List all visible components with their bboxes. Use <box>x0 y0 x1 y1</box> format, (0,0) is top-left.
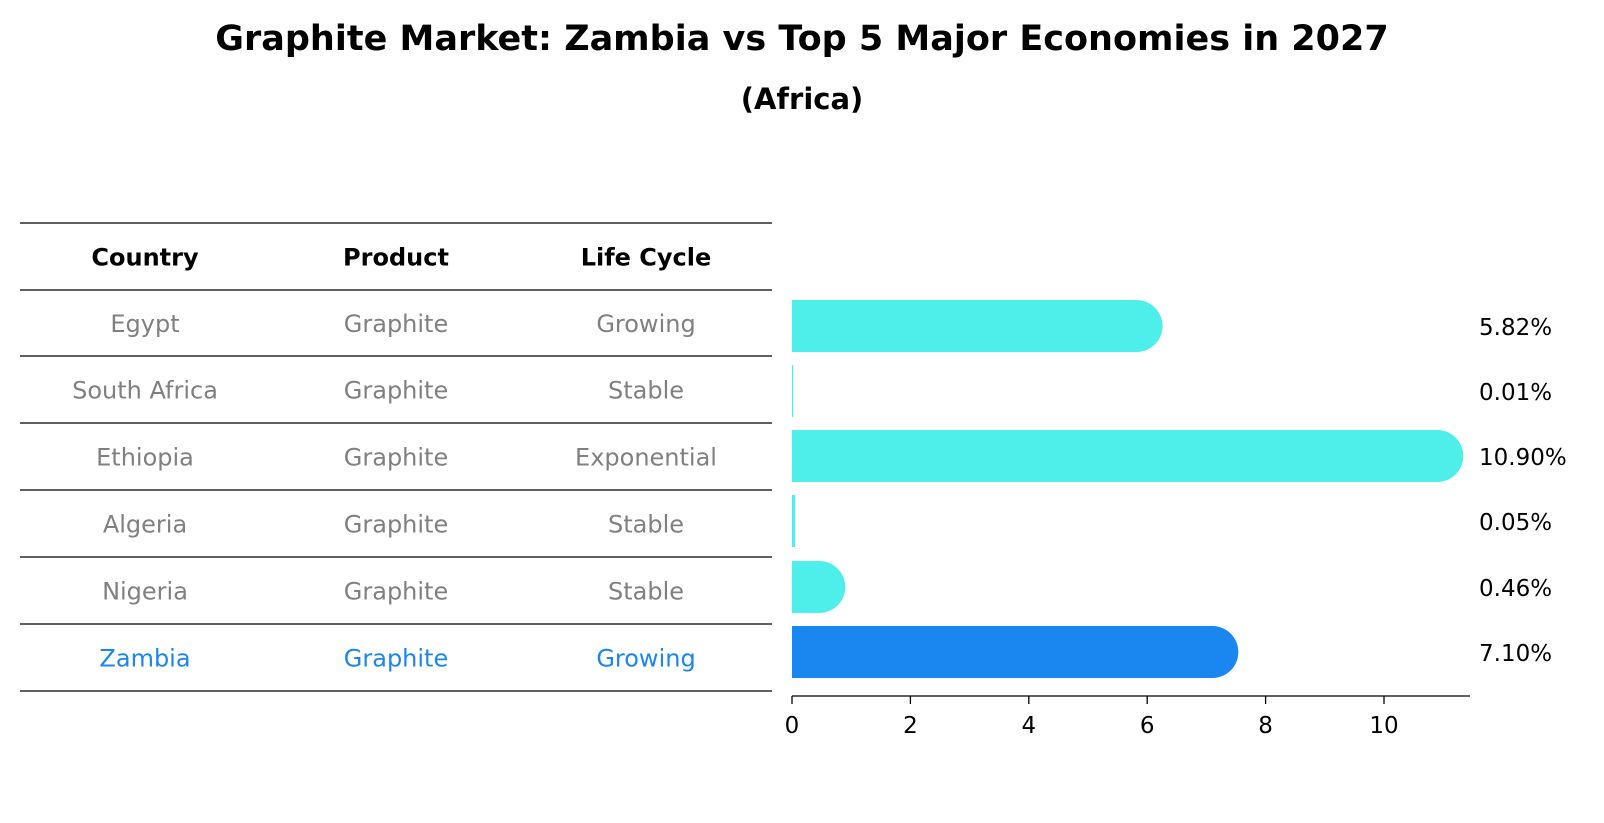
x-tick-label: 0 <box>785 713 800 739</box>
bar-ethiopia <box>792 430 1464 482</box>
table-cell: Graphite <box>344 511 448 539</box>
table-cell: Stable <box>608 578 684 606</box>
bar-value-label: 0.46% <box>1479 576 1552 602</box>
bar-chart: 5.82% 0.01% 10.90% 0.05% 0.46% 7.10% <box>792 300 1567 678</box>
x-tick-label: 2 <box>903 713 918 739</box>
x-tick-label: 6 <box>1140 713 1155 739</box>
table-cell: Algeria <box>103 511 187 539</box>
table-header-cell: Life Cycle <box>581 244 712 272</box>
bar-value-label: 0.05% <box>1479 510 1552 536</box>
x-tick-label: 8 <box>1258 713 1273 739</box>
bar-egypt <box>792 300 1163 352</box>
table-cell: Growing <box>596 310 695 338</box>
bar-algeria <box>792 495 795 547</box>
bar-nigeria <box>792 561 846 613</box>
table-cell: Graphite <box>344 578 448 606</box>
table-cell: Nigeria <box>102 578 188 606</box>
table-header-cell: Product <box>343 244 449 272</box>
x-axis: 0 2 4 6 8 10 <box>785 695 1470 739</box>
table-cell: Zambia <box>99 645 190 673</box>
chart-title: Graphite Market: Zambia vs Top 5 Major E… <box>215 19 1388 59</box>
x-tick-label: 10 <box>1369 713 1398 739</box>
table-cell: Stable <box>608 377 684 405</box>
table-cell: Egypt <box>110 310 179 338</box>
table-cell: Graphite <box>344 310 448 338</box>
bar-value-label: 5.82% <box>1479 315 1552 341</box>
table-cell: Exponential <box>575 444 717 472</box>
bar-value-label: 0.01% <box>1479 380 1552 406</box>
bar-south-africa <box>792 365 794 417</box>
x-tick-label: 4 <box>1021 713 1036 739</box>
chart-subtitle: (Africa) <box>741 82 864 116</box>
bar-zambia <box>792 626 1239 678</box>
data-table: Country Product Life Cycle Egypt Graphite Gro… <box>20 222 772 692</box>
bar-value-label: 10.90% <box>1479 445 1567 471</box>
table-cell: Graphite <box>344 377 448 405</box>
table-cell: Growing <box>596 645 695 673</box>
table-header-cell: Country <box>91 244 199 272</box>
bar-value-label: 7.10% <box>1479 641 1552 667</box>
table-cell: Stable <box>608 511 684 539</box>
table-cell: Graphite <box>344 645 448 673</box>
table-cell: Ethiopia <box>96 444 194 472</box>
table-cell: South Africa <box>72 377 218 405</box>
table-cell: Graphite <box>344 444 448 472</box>
